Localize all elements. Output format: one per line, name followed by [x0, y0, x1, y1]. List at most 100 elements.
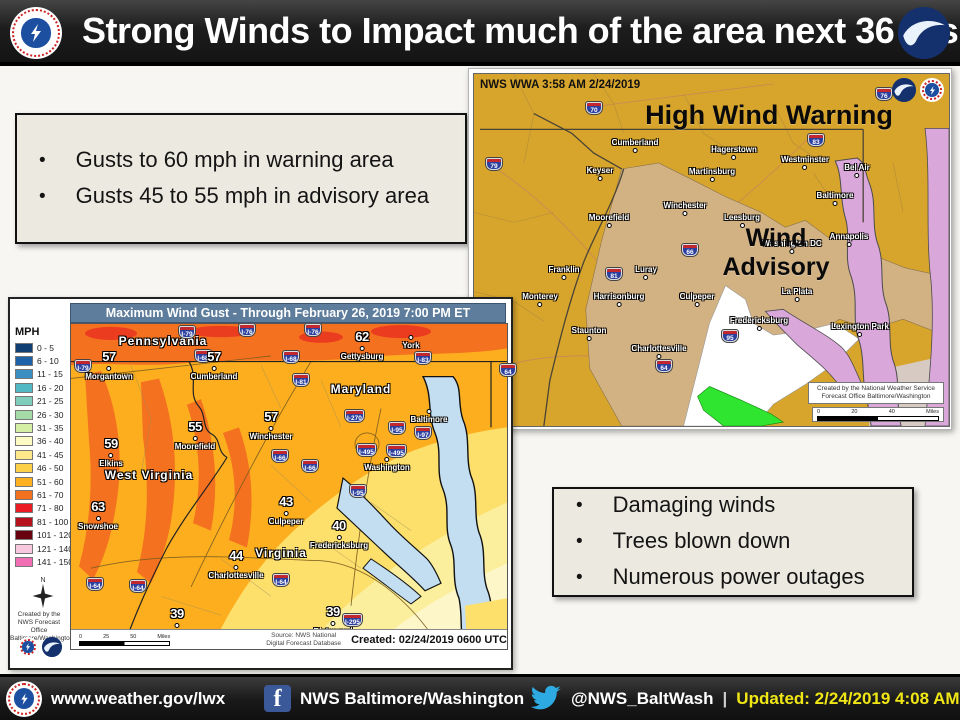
facebook-icon: f — [264, 685, 291, 712]
city-name: Harrisonburg — [593, 292, 645, 301]
legend-swatch — [15, 369, 33, 380]
gust-scale-bar: 0 25 50 Miles — [79, 634, 171, 646]
city-name: Annapolis — [829, 232, 869, 241]
noaa-logo-icon — [898, 7, 950, 59]
legend-range-label: 141 - 150 — [37, 556, 73, 567]
interstate-shield: I-66 — [272, 450, 288, 462]
bullet-item: Gusts to 60 mph in warning area — [39, 143, 429, 179]
city-dot — [408, 335, 414, 340]
city-label: Luray — [635, 265, 657, 281]
nws-logo-icon — [10, 7, 62, 59]
city-label: 44 Charlottesville — [208, 548, 264, 580]
scale-ticks: 0 20 40 Miles — [817, 409, 939, 415]
city-dot — [268, 425, 274, 431]
legend-row: 121 - 140 — [15, 542, 73, 555]
city-label: La Plata — [782, 287, 812, 303]
scale-tick: 0 — [817, 409, 821, 415]
compass: N — [32, 577, 54, 610]
legend-row: 41 - 45 — [15, 448, 69, 461]
legend-swatch — [15, 396, 33, 407]
highways — [71, 355, 432, 635]
legend-row: 16 - 20 — [15, 381, 69, 394]
city-label: 57 Winchester — [249, 409, 293, 441]
credit-line: Created by the — [17, 611, 61, 618]
credit-line: NWS Forecast Office — [17, 619, 61, 635]
gust-value: 44 — [229, 548, 243, 563]
legend-row: 0 - 5 — [15, 341, 69, 354]
legend-row: 101 - 120 — [15, 528, 73, 541]
city-dot — [426, 409, 432, 414]
city-label: Culpeper — [680, 292, 714, 308]
city-dot — [192, 435, 198, 441]
interstate-shield: I-68 — [283, 351, 299, 363]
city-name: Fredericksburg — [729, 316, 789, 325]
scale-tick: 40 — [888, 409, 895, 415]
city-name: Lexington Park — [831, 322, 889, 331]
scale-tick: 25 — [103, 633, 110, 640]
legend-range-label: 36 - 40 — [37, 436, 64, 447]
city-dot — [233, 564, 239, 570]
city-name: Winchester — [249, 431, 293, 441]
city-dot — [616, 302, 622, 308]
city-name: Keyser — [586, 166, 614, 175]
city-name: York — [402, 341, 420, 350]
interstate-shield: I-95 — [389, 422, 405, 434]
gust-bottom-bar: 0 25 50 Miles Source: NWS National Digit… — [71, 629, 507, 649]
scale-tick: 50 — [130, 633, 137, 640]
scale-tick: 20 — [851, 409, 858, 415]
city-label: 55 Moorefield — [174, 419, 216, 451]
city-dot — [832, 201, 838, 207]
legend-row: 51 - 60 — [15, 475, 69, 488]
legend-swatch — [15, 449, 33, 460]
interstate-shield: I-66 — [302, 460, 318, 472]
city-label: Lexington Park — [831, 322, 889, 338]
city-name: Snowshoe — [77, 521, 119, 531]
gust-value: 57 — [207, 349, 221, 364]
wwa-map-logos — [892, 78, 944, 102]
nws-logo-ring — [12, 9, 60, 57]
page-title: Strong Winds to Impact much of the area … — [82, 10, 959, 51]
city-name: Moorefield — [174, 441, 216, 451]
interstate-shield: I-64 — [273, 574, 289, 586]
city-dot — [95, 515, 101, 521]
city-name: Franklin — [548, 265, 580, 274]
header-bar: Strong Winds to Impact much of the area … — [0, 0, 960, 66]
advisory-region — [585, 162, 949, 426]
city-label: Baltimore — [817, 191, 853, 207]
legend-swatch — [15, 543, 33, 554]
legend-swatch — [15, 476, 33, 487]
gust-value: 39 — [326, 604, 340, 619]
legend-range-label: 71 - 80 — [37, 503, 64, 514]
gust-legend: MPH 0 - 5 6 - 10 11 - 15 16 - 20 21 - 25 26 -… — [15, 326, 73, 569]
city-name: Bel Air — [844, 163, 870, 172]
city-dot — [682, 211, 688, 217]
credit-line: Created by the National Weather Service — [816, 384, 936, 392]
gust-value: 57 — [102, 349, 116, 364]
city-dot — [606, 223, 612, 229]
city-name: Charlottesville — [208, 570, 264, 580]
interstate-shield: I-495 — [387, 445, 406, 457]
city-label: Staunton — [572, 326, 606, 342]
city-label: Harrisonburg — [593, 292, 645, 308]
city-dot — [384, 457, 390, 462]
interstate-shield: I-76 — [239, 324, 255, 336]
city-label: Monterey — [522, 292, 558, 308]
legend-range-label: 51 - 60 — [37, 476, 64, 487]
interstate-shield: I-83 — [415, 352, 431, 364]
scale-tick: 0 — [79, 633, 83, 640]
city-dot — [802, 165, 808, 171]
city-label: 57 Cumberland — [191, 349, 238, 381]
legend-range-label: 61 - 70 — [37, 489, 64, 500]
city-dot — [211, 365, 217, 371]
scale-ticks: 0 25 50 Miles — [79, 634, 170, 640]
bullet-item: Damaging winds — [576, 488, 865, 524]
bullet-item: Gusts 45 to 55 mph in advisory area — [39, 179, 429, 215]
gust-mountain-ridges — [79, 370, 252, 584]
nws-logo-globe — [925, 83, 939, 97]
interstate-shield: I-64 — [87, 578, 103, 590]
legend-row: 26 - 30 — [15, 408, 69, 421]
legend-swatch — [15, 530, 33, 541]
city-name: Monterey — [522, 292, 558, 301]
city-name: Baltimore — [410, 415, 448, 424]
legend-swatch — [15, 409, 33, 420]
